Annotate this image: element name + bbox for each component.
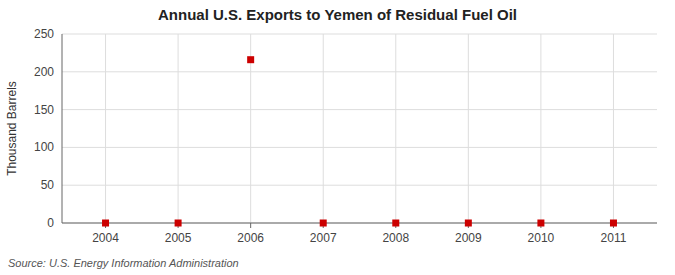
y-tick-label: 100: [34, 140, 54, 154]
grid: [62, 34, 657, 223]
y-grid-line: [62, 34, 657, 35]
x-tick: [250, 223, 251, 228]
x-tick-label: 2009: [455, 231, 482, 245]
x-axis-line: [62, 223, 657, 224]
x-tick-label: 2004: [92, 231, 119, 245]
y-tick-label: 0: [47, 216, 54, 230]
data-point: [465, 220, 472, 227]
y-grid-line: [62, 71, 657, 72]
x-tick-label: 2010: [528, 231, 555, 245]
data-point: [175, 220, 182, 227]
y-grid-line: [62, 109, 657, 110]
x-tick-label: 2011: [601, 231, 627, 245]
y-tick-label: 150: [34, 103, 54, 117]
x-grid-line: [395, 34, 396, 223]
y-grid-line: [62, 185, 657, 186]
x-grid-line: [468, 34, 469, 223]
data-point: [610, 220, 617, 227]
data-point: [102, 220, 109, 227]
points: [102, 56, 617, 226]
y-grid-line: [62, 223, 657, 224]
x-grid-line: [323, 34, 324, 223]
y-tick-label: 50: [41, 178, 55, 192]
y-tick-label: 200: [34, 65, 54, 79]
chart: Annual U.S. Exports to Yemen of Residual…: [0, 0, 675, 275]
data-point: [320, 220, 327, 227]
source-note: Source: U.S. Energy Information Administ…: [8, 257, 239, 269]
x-grid-line: [613, 34, 614, 223]
x-tick-label: 2006: [237, 231, 264, 245]
y-axis-label: Thousand Barrels: [5, 81, 19, 176]
data-point: [247, 56, 254, 63]
y-grid-line: [62, 147, 657, 148]
y-axis-line: [62, 34, 63, 223]
x-tick-label: 2007: [310, 231, 337, 245]
data-point: [537, 220, 544, 227]
data-point: [392, 220, 399, 227]
x-grid-line: [540, 34, 541, 223]
x-tick-label: 2005: [165, 231, 192, 245]
x-grid-line: [178, 34, 179, 223]
title: Annual U.S. Exports to Yemen of Residual…: [158, 6, 517, 23]
y-tick-label: 250: [34, 27, 54, 41]
x-grid-line: [105, 34, 106, 223]
x-tick-label: 2008: [382, 231, 409, 245]
